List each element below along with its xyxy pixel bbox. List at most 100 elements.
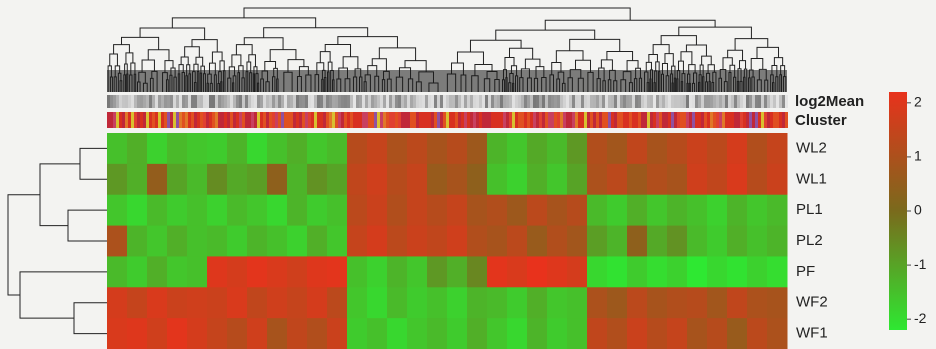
stripe — [545, 95, 548, 108]
stripe — [764, 112, 767, 128]
stripe — [338, 112, 341, 128]
stripe — [758, 95, 761, 108]
stripe — [431, 95, 434, 108]
stripe — [353, 95, 356, 108]
heat-cell — [107, 318, 128, 349]
stripe — [710, 95, 713, 108]
stripe — [185, 112, 188, 128]
stripe — [701, 112, 704, 128]
heatmap — [107, 133, 788, 349]
stripe — [356, 95, 359, 108]
heat-cell — [247, 256, 268, 287]
heat-cell — [287, 195, 308, 226]
heat-cell — [607, 195, 628, 226]
stripe — [698, 95, 701, 108]
stripe — [512, 95, 515, 108]
heat-cell — [567, 195, 588, 226]
stripe — [716, 95, 719, 108]
heat-cell — [327, 318, 348, 349]
heat-cell — [227, 318, 248, 349]
heat-cell — [627, 287, 648, 318]
heat-cell — [747, 195, 768, 226]
heat-cell — [587, 133, 608, 164]
stripe — [305, 95, 308, 108]
stripe — [725, 112, 728, 128]
stripe — [494, 112, 497, 128]
stripe — [674, 95, 677, 108]
heat-cell — [407, 195, 428, 226]
stripe — [134, 112, 137, 128]
stripe — [611, 112, 614, 128]
stripe — [455, 112, 458, 128]
stripe — [773, 95, 776, 108]
stripe — [278, 112, 281, 128]
stripe — [644, 95, 647, 108]
heat-cell — [367, 164, 388, 195]
stripe — [131, 95, 134, 108]
heat-cell — [367, 133, 388, 164]
heat-cell — [527, 256, 548, 287]
stripe — [569, 95, 572, 108]
heat-cell — [527, 164, 548, 195]
heat-cell — [767, 164, 788, 195]
stripe — [395, 95, 398, 108]
heat-cell — [127, 287, 148, 318]
stripe — [353, 112, 356, 128]
stripe — [449, 95, 452, 108]
stripe — [257, 112, 260, 128]
heat-cell — [707, 195, 728, 226]
stripe — [545, 112, 548, 128]
stripe — [749, 95, 752, 108]
stripe — [335, 112, 338, 128]
heat-cell — [507, 133, 528, 164]
heat-cell — [227, 256, 248, 287]
heat-cell — [707, 226, 728, 257]
stripe — [398, 112, 401, 128]
stripe — [770, 112, 773, 128]
stripe — [251, 95, 254, 108]
stripe — [227, 112, 230, 128]
heat-cell — [167, 133, 188, 164]
heat-cell — [647, 318, 668, 349]
stripe — [560, 95, 563, 108]
stripe — [320, 95, 323, 108]
stripe — [632, 112, 635, 128]
stripe — [767, 95, 770, 108]
stripe — [617, 112, 620, 128]
stripe — [173, 112, 176, 128]
stripe — [377, 95, 380, 108]
stripe — [473, 95, 476, 108]
heat-cell — [647, 133, 668, 164]
heat-cell — [327, 287, 348, 318]
stripe — [320, 112, 323, 128]
heat-cell — [447, 133, 468, 164]
stripe — [707, 95, 710, 108]
heat-cell — [207, 195, 228, 226]
stripe — [263, 112, 266, 128]
heat-cell — [667, 164, 688, 195]
heat-cell — [487, 287, 508, 318]
heat-cell — [247, 164, 268, 195]
stripe — [713, 95, 716, 108]
stripe — [281, 112, 284, 128]
heat-cell — [227, 133, 248, 164]
stripe — [185, 95, 188, 108]
heat-cell — [147, 226, 168, 257]
stripe — [371, 112, 374, 128]
stripe — [767, 112, 770, 128]
heat-cell — [507, 318, 528, 349]
heat-cell — [167, 226, 188, 257]
stripe — [284, 95, 287, 108]
stripe — [392, 95, 395, 108]
stripe — [140, 112, 143, 128]
stripe — [470, 112, 473, 128]
stripe — [323, 95, 326, 108]
stripe — [668, 95, 671, 108]
heat-cell — [667, 133, 688, 164]
stripe — [362, 95, 365, 108]
heat-cell — [327, 164, 348, 195]
stripe — [398, 95, 401, 108]
heat-cell — [147, 318, 168, 349]
stripe — [599, 112, 602, 128]
stripe — [269, 95, 272, 108]
